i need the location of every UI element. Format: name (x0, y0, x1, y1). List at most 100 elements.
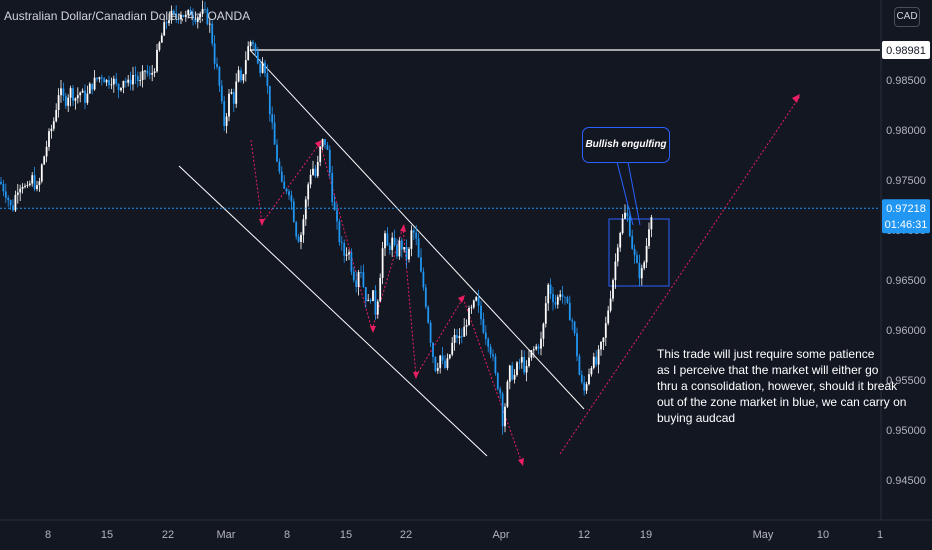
candle-body-70 (168, 20, 170, 24)
candle-body-139 (333, 202, 336, 211)
candle-body-48 (115, 78, 118, 84)
candle-body-244 (585, 384, 588, 391)
projection-arrow-5 (402, 226, 417, 377)
candle-body-268 (643, 262, 646, 269)
candle-body-126 (302, 219, 305, 235)
candle-body-16 (38, 181, 41, 186)
candle-body-153 (367, 299, 370, 302)
candle-body-77 (184, 14, 187, 17)
price-axis[interactable] (881, 0, 932, 520)
candle-body-193 (463, 326, 466, 337)
candle-body-44 (105, 79, 108, 83)
candle-body-65 (156, 49, 158, 72)
time-tick-1: 15 (101, 529, 113, 541)
candle-body-118 (283, 181, 286, 189)
resistance-price-text: 0.98981 (886, 45, 926, 57)
candle-body-165 (396, 244, 398, 257)
candle-body-88 (211, 23, 214, 44)
candle-body-94 (225, 116, 228, 126)
projection-arrows (250, 139, 523, 464)
currency-button[interactable]: CAD (894, 7, 920, 27)
arrowhead-3 (370, 326, 376, 333)
time-axis[interactable] (0, 520, 932, 550)
candle-body-130 (312, 168, 314, 175)
candle-body-137 (328, 149, 331, 174)
candle-body-38 (91, 83, 94, 90)
candle-body-18 (43, 156, 46, 165)
candle-body-226 (542, 323, 545, 339)
candle-body-132 (316, 162, 319, 177)
candle-body-207 (496, 373, 499, 390)
candle-body-255 (612, 280, 614, 299)
candle-body-127 (304, 199, 307, 220)
candle-body-251 (602, 337, 605, 343)
channel-upper-line[interactable] (249, 49, 585, 410)
bullish-engulfing-callout[interactable]: Bullish engulfing (582, 127, 670, 163)
candle-body-50 (120, 87, 122, 91)
candle-body-63 (151, 72, 154, 75)
candle-body-105 (252, 41, 254, 45)
time-tick-6: 22 (400, 529, 412, 541)
price-tick-2: 0.95500 (886, 375, 926, 387)
candle-body-121 (290, 195, 293, 202)
current-price-label: 0.97218 01:46:31 (882, 199, 930, 234)
candle-body-199 (477, 297, 480, 306)
candle-body-172 (412, 230, 415, 233)
current-price-text: 0.97218 (886, 203, 926, 215)
arrowhead-5 (413, 372, 419, 379)
callout-pointer-2 (627, 161, 641, 226)
candle-body-219 (525, 365, 528, 373)
candle-body-217 (520, 357, 523, 363)
candle-body-232 (556, 296, 559, 305)
projection-arrowheads (259, 94, 800, 466)
candle-body-250 (600, 342, 602, 350)
trade-note-line-4: out of the zone market in blue, we can c… (657, 395, 907, 409)
price-tick-4: 0.96500 (886, 275, 926, 287)
candle-body-240 (576, 333, 578, 357)
candle-body-62 (148, 73, 151, 75)
candle-body-114 (273, 122, 276, 145)
candle-body-111 (266, 73, 269, 86)
candle-body-20 (48, 131, 50, 147)
candle-body-148 (355, 280, 358, 287)
candle-body-78 (187, 10, 190, 15)
candle-body-129 (309, 174, 312, 185)
candle-body-159 (381, 248, 384, 278)
countdown-text: 01:46:31 (885, 219, 928, 231)
candle-body-143 (343, 242, 346, 256)
candle-body-79 (189, 10, 192, 15)
candle-body-163 (391, 237, 394, 250)
candle-body-220 (528, 357, 530, 366)
time-axis-ticks: 8 15 22 Mar 8 15 22 Apr 12 19 May 10 1 (45, 529, 883, 541)
time-tick-0: 8 (45, 529, 51, 541)
candle-body-103 (247, 46, 250, 61)
candle-body-93 (223, 101, 226, 126)
candle-body-123 (295, 222, 298, 237)
candle-body-45 (108, 79, 110, 86)
candle-body-2 (4, 191, 7, 198)
candle-body-9 (21, 186, 24, 189)
candle-body-179 (429, 322, 432, 343)
candle-body-140 (336, 210, 338, 222)
candle-body-27 (64, 95, 67, 106)
candle-body-23 (55, 109, 58, 122)
candle-body-253 (607, 310, 610, 324)
candle-body-224 (537, 346, 540, 349)
candle-body-216 (518, 362, 521, 364)
candle-body-61 (146, 70, 149, 74)
candle-body-177 (424, 287, 427, 307)
candle-body-182 (436, 368, 439, 371)
candle-body-223 (535, 346, 538, 350)
candle-body-259 (621, 218, 624, 234)
channel-lower-line[interactable] (178, 165, 488, 457)
candle-body-245 (588, 374, 590, 385)
candle-body-149 (357, 272, 360, 287)
projection-arrow-7 (462, 297, 523, 464)
trade-note[interactable]: This trade will just require some patien… (657, 346, 932, 426)
candle-body-167 (400, 240, 403, 250)
candle-body-31 (74, 98, 77, 101)
candle-body-229 (549, 284, 552, 294)
candle-body-264 (633, 248, 636, 256)
candle-body-230 (552, 293, 554, 303)
